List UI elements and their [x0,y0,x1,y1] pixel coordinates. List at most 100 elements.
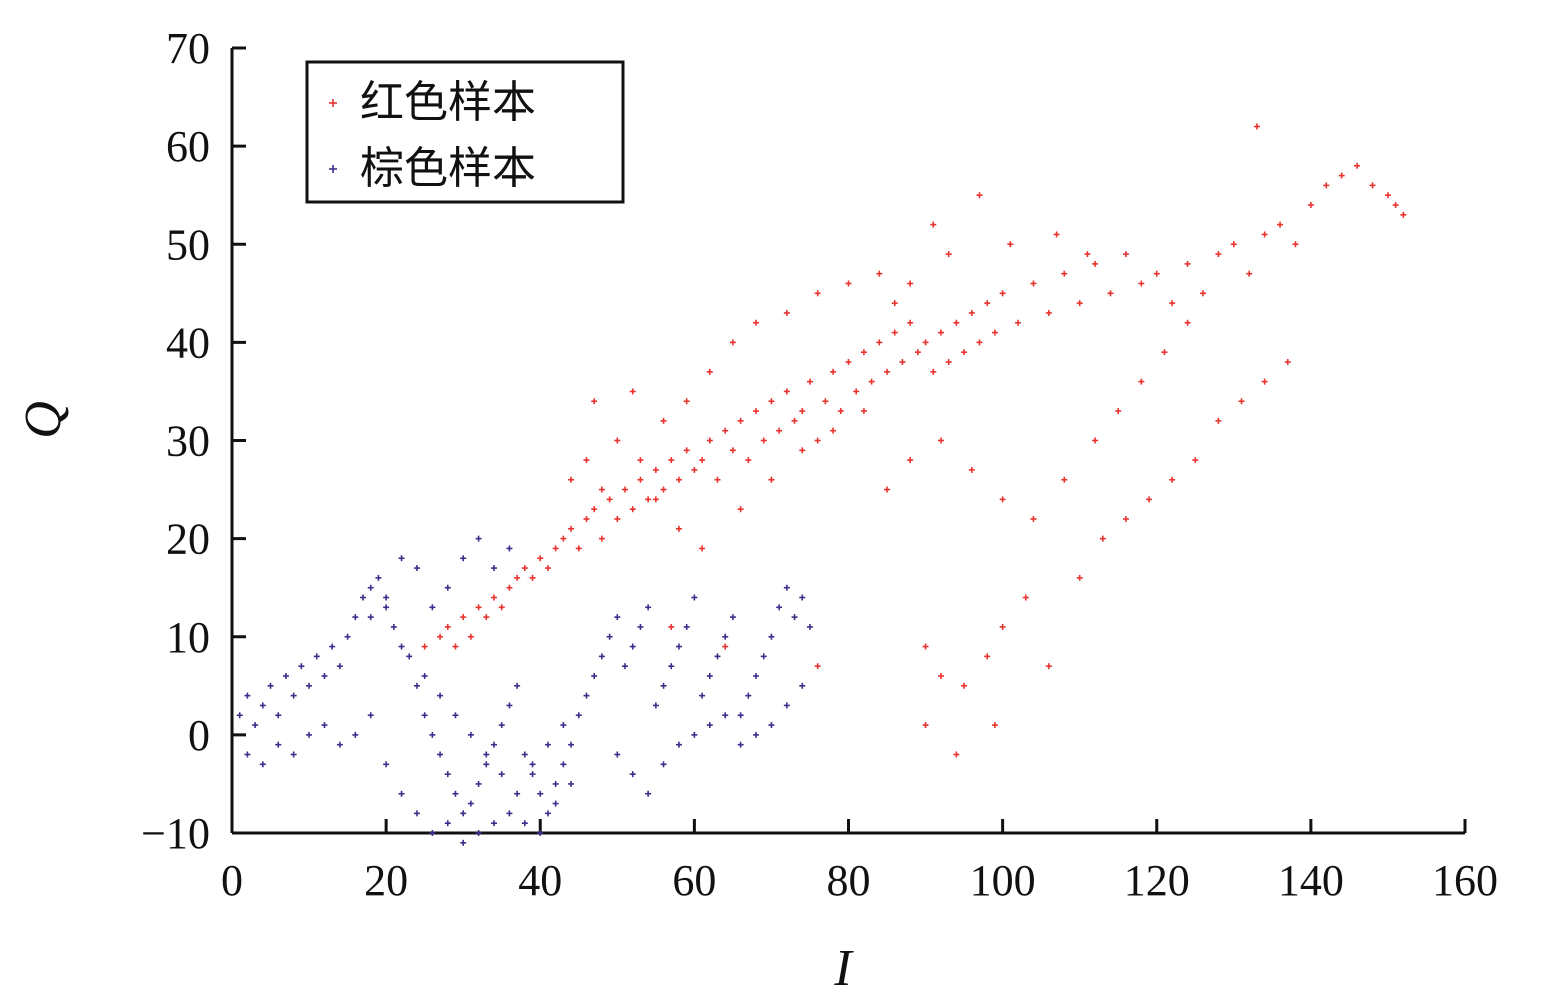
red-sample-point [1045,309,1052,316]
brown-sample-point [398,555,405,562]
brown-sample-point [498,722,505,729]
brown-sample-point [714,653,721,660]
red-sample-point [799,408,806,415]
red-sample-point [768,398,775,405]
red-sample-point [1045,663,1052,670]
brown-sample-point [506,810,513,817]
brown-sample-point [460,839,467,846]
red-sample-point [945,359,952,365]
brown-sample-point [506,545,513,552]
red-sample-point [1199,290,1206,297]
brown-sample-point [475,830,482,836]
red-sample-point [984,653,991,660]
brown-sample-point [460,555,467,562]
brown-sample-point [491,565,498,572]
brown-sample-point [290,692,297,699]
red-sample-point [1138,280,1145,287]
red-sample-point [1369,182,1376,189]
red-sample-point [521,565,528,572]
brown-sample-point [282,673,289,679]
red-sample-point [1092,437,1099,444]
x-tick-label: 120 [1124,856,1190,905]
red-sample-point [884,368,891,375]
brown-sample-point [437,692,444,699]
brown-sample-point [429,604,436,611]
red-sample-point [853,388,860,395]
red-sample-point [984,300,991,307]
red-sample-point [922,722,929,729]
red-sample-point [783,309,790,316]
red-sample-point [968,309,975,316]
red-sample-point [760,437,767,444]
red-sample-point [745,457,752,464]
brown-sample-point [660,761,667,768]
red-sample-point [953,751,960,758]
brown-sample-point [675,741,682,748]
red-sample-point [937,437,944,444]
red-sample-point [591,398,598,405]
red-sample-point [437,633,444,640]
red-sample-point [660,417,667,424]
brown-sample-point [514,790,521,797]
brown-sample-point [691,731,698,738]
red-sample-point [999,496,1006,503]
brown-sample-point [606,633,613,640]
brown-sample-point [691,594,698,601]
red-sample-point [652,466,659,473]
red-sample-point [598,486,605,493]
red-sample-point [891,300,898,307]
brown-sample-point [753,731,760,738]
red-sample-point [668,457,675,464]
brown-sample-point [259,761,266,768]
brown-sample-point [421,712,428,719]
red-sample-point [568,476,575,483]
brown-sample-point [383,604,390,611]
red-sample-point [737,506,744,513]
brown-sample-point [444,771,451,778]
brown-sample-point [429,731,436,738]
red-sample-point [1192,457,1199,464]
brown-sample-point [722,633,729,640]
brown-sample-point [783,584,790,591]
brown-sample-point [560,722,567,729]
legend-box [305,60,625,204]
brown-sample-point [668,663,675,670]
brown-sample-point [460,810,467,817]
red-sample-point [1354,162,1361,169]
legend-label-red: 红色样本 [360,77,536,128]
brown-sample-point [336,663,343,670]
red-sample-point [968,466,975,473]
red-sample-point [1184,260,1191,267]
brown-sample-point [568,741,575,748]
brown-sample-point [452,712,459,719]
red-sample-point [860,408,867,415]
brown-sample-point [552,780,559,787]
brown-sample-point [336,741,343,748]
red-sample-point [614,516,621,522]
red-sample-point [729,339,736,346]
y-tick-label: 30 [166,417,210,466]
brown-sample-point [267,682,274,689]
red-sample-point [1323,182,1330,189]
red-sample-point [961,349,968,356]
red-sample-point [937,673,944,679]
legend: 红色样本 棕色样本 [305,60,625,204]
x-tick-label: 80 [827,856,871,905]
red-sample-point [776,427,783,434]
brown-sample-point [645,790,652,797]
red-sample-point [1230,241,1237,248]
red-sample-point [683,447,690,454]
red-sample-point [737,417,744,424]
red-sample-point [1277,221,1284,228]
red-sample-point [1392,202,1399,208]
red-sample-point [722,643,729,650]
x-tick-label: 60 [672,856,716,905]
brown-sample-point [475,535,482,542]
brown-sample-point [413,565,420,572]
brown-sample-point [629,771,636,778]
brown-sample-point [637,623,644,630]
brown-sample-point [413,682,420,689]
red-sample-point [544,565,551,572]
brown-sample-point [367,614,374,621]
